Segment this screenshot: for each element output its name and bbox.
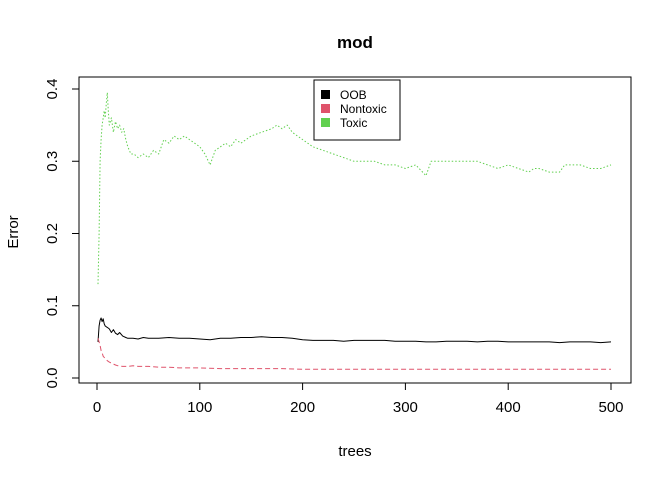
legend-label-nontoxic: Nontoxic	[340, 102, 387, 116]
y-tick-label: 0.3	[44, 151, 61, 172]
x-tick-label: 300	[393, 399, 418, 416]
y-tick-label: 0.4	[44, 79, 61, 100]
y-axis: 0.0 0.1 0.2 0.3 0.4	[44, 79, 80, 389]
legend-swatch-toxic	[321, 118, 330, 127]
x-tick-label: 400	[496, 399, 521, 416]
x-tick-label: 100	[187, 399, 212, 416]
legend: OOB Nontoxic Toxic	[313, 79, 401, 141]
y-tick-label: 0.0	[44, 368, 61, 389]
y-tick-label: 0.1	[44, 295, 61, 316]
x-axis: 0 100 200 300 400 500	[93, 382, 624, 416]
series-line-oob	[97, 317, 612, 344]
x-axis-label: trees	[338, 443, 371, 460]
legend-label-oob: OOB	[340, 88, 367, 102]
y-tick-label: 0.2	[44, 223, 61, 244]
series-line-nontoxic	[97, 338, 611, 370]
y-axis-label: Error	[5, 215, 22, 248]
chart-title: mod	[337, 33, 373, 52]
x-tick-label: 0	[93, 399, 101, 416]
legend-swatch-nontoxic	[321, 104, 330, 113]
series-line-toxic	[97, 92, 612, 285]
legend-swatch-oob	[321, 90, 330, 99]
series-layer	[97, 92, 612, 370]
x-tick-label: 500	[598, 399, 623, 416]
x-tick-label: 200	[290, 399, 315, 416]
legend-label-toxic: Toxic	[340, 116, 367, 130]
